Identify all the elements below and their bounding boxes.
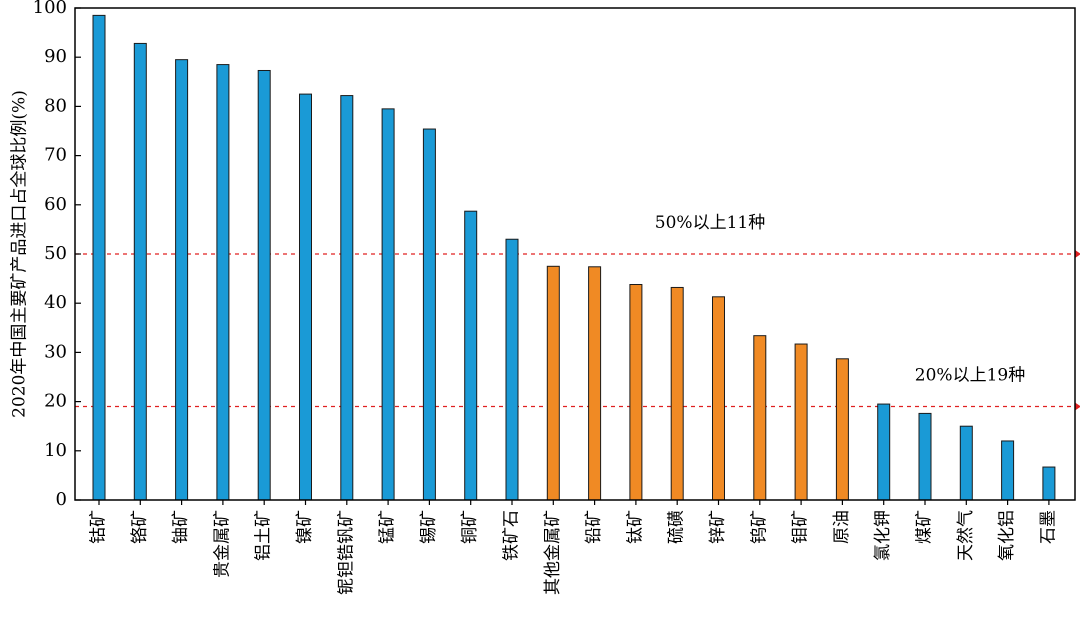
bar bbox=[918, 412, 932, 501]
x-tick-label: 贵金属矿 bbox=[212, 510, 232, 578]
y-tick-label: 70 bbox=[44, 145, 67, 166]
bar bbox=[629, 284, 643, 501]
y-axis: 0 10 20 30 40 50 60 70 80 90 100 bbox=[33, 0, 81, 510]
bar bbox=[175, 59, 189, 501]
bar bbox=[877, 403, 891, 501]
x-tick-label: 铌钽锆钒矿 bbox=[336, 510, 356, 595]
y-tick-label: 30 bbox=[44, 341, 67, 362]
x-tick-label: 原油 bbox=[832, 510, 852, 544]
y-tick-label: 10 bbox=[44, 440, 67, 461]
bar bbox=[670, 286, 684, 501]
x-tick-label: 钛矿 bbox=[625, 510, 645, 544]
bar bbox=[546, 265, 560, 501]
bar bbox=[712, 296, 725, 501]
bar bbox=[299, 93, 312, 501]
y-tick-label: 60 bbox=[44, 194, 67, 215]
reference-label: 50%以上11种 bbox=[655, 213, 765, 233]
reference-arrow bbox=[1075, 402, 1080, 411]
reference-label: 20%以上19种 bbox=[915, 366, 1025, 386]
bar bbox=[1001, 440, 1015, 501]
y-tick-label: 40 bbox=[44, 292, 67, 313]
x-tick-label: 钨矿 bbox=[749, 510, 769, 544]
x-tick-label: 钼矿 bbox=[791, 510, 811, 544]
bar bbox=[92, 14, 106, 501]
x-tick-label: 锌矿 bbox=[708, 510, 728, 544]
x-tick-label: 氧化铝 bbox=[997, 510, 1017, 561]
bar bbox=[133, 42, 147, 501]
x-tick-label: 氯化钾 bbox=[873, 510, 893, 561]
bar bbox=[505, 238, 519, 501]
bar bbox=[216, 64, 230, 501]
y-tick-label: 50 bbox=[44, 243, 67, 264]
bars bbox=[92, 14, 1056, 501]
x-tick-label: 钴矿 bbox=[89, 510, 109, 544]
y-tick-label: 80 bbox=[44, 95, 67, 116]
reference-lines bbox=[75, 250, 1080, 411]
x-tick-label: 镍矿 bbox=[295, 510, 315, 544]
annotations: 50%以上11种 20%以上19种 bbox=[655, 213, 1025, 386]
x-tick-label: 铝土矿 bbox=[254, 510, 274, 561]
bar bbox=[257, 69, 271, 501]
x-tick-label: 硫磺 bbox=[667, 510, 687, 544]
x-tick-label: 其他金属矿 bbox=[543, 510, 563, 595]
x-tick-label: 锰矿 bbox=[378, 510, 398, 544]
reference-arrow bbox=[1075, 250, 1080, 258]
x-axis: 钴矿 铬矿 铀矿 贵金属矿 铝土矿 镍矿 铌钽锆钒矿 锰矿 锡矿 铜矿 铁矿石 其他金属矿 铅矿 钛矿 硫磺… bbox=[89, 500, 1058, 595]
bar bbox=[588, 266, 602, 501]
x-tick-label: 石墨 bbox=[1038, 510, 1058, 544]
bar bbox=[794, 343, 808, 501]
y-tick-label: 0 bbox=[56, 489, 67, 510]
bar bbox=[959, 425, 973, 501]
x-tick-label: 锡矿 bbox=[419, 510, 439, 544]
bar bbox=[340, 95, 354, 501]
x-tick-label: 铁矿石 bbox=[502, 510, 522, 561]
x-tick-label: 铬矿 bbox=[130, 510, 150, 544]
bar bbox=[422, 128, 436, 501]
bar bbox=[464, 210, 478, 501]
x-tick-label: 天然气 bbox=[956, 510, 976, 561]
y-axis-label: 2020年中国主要矿产品进口占全球比例(%) bbox=[10, 90, 30, 418]
bar bbox=[1042, 466, 1056, 501]
x-tick-label: 铜矿 bbox=[460, 510, 480, 544]
bar bbox=[753, 335, 767, 501]
x-tick-label: 煤矿 bbox=[915, 510, 935, 544]
y-tick-label: 90 bbox=[44, 46, 67, 67]
y-tick-label: 100 bbox=[33, 0, 67, 18]
y-tick-label: 20 bbox=[44, 391, 67, 412]
x-tick-label: 铀矿 bbox=[171, 510, 191, 544]
x-tick-label: 铅矿 bbox=[584, 510, 604, 544]
bar bbox=[381, 108, 395, 501]
bar bbox=[835, 358, 849, 501]
